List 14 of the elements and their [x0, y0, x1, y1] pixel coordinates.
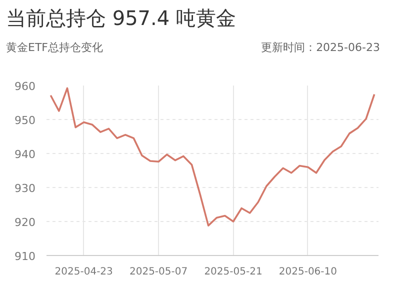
line-series	[50, 87, 376, 226]
annotation: 更新时间：2025-06-23	[261, 40, 380, 56]
x-tick-label: 2025-05-21	[204, 266, 262, 278]
y-tick-label: 950	[14, 114, 36, 127]
y-tick-label: 930	[14, 182, 36, 195]
y-tick-label: 960	[14, 80, 36, 93]
x-tick-label: 2025-04-23	[54, 266, 113, 278]
y-tick-label: 910	[14, 250, 36, 263]
y-tick-label: 940	[14, 148, 36, 161]
subtitle: 黄金ETF总持仓变化	[6, 40, 103, 56]
x-tick-label: 2025-05-07	[129, 266, 188, 278]
y-tick-label: 920	[14, 216, 36, 229]
x-tick-label: 2025-06-10	[278, 266, 338, 278]
title: 当前总持仓 957.4 吨黄金	[6, 5, 237, 32]
